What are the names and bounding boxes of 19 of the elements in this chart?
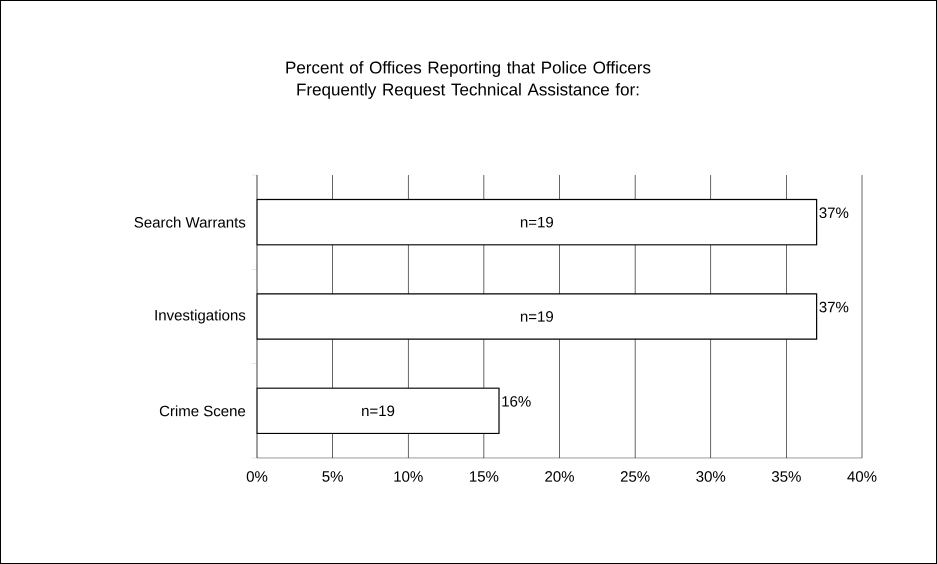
annotation: n=19 — [520, 311, 553, 322]
annotation: n=19 — [362, 406, 394, 416]
x-tick-label: 0% — [246, 471, 268, 482]
y-tick-label: Investigations — [155, 309, 246, 324]
y-tick-label: Crime Scene — [160, 405, 246, 416]
chart-title: Percent of Offices Reporting that Police Officers Frequently Request Technical Assistance for: — [286, 61, 650, 99]
y-tick-label: Search Warrants — [134, 216, 246, 228]
annotation: n=19 — [520, 216, 553, 228]
x-tick-label: 30% — [696, 471, 726, 482]
data-label: 37% — [819, 207, 848, 218]
x-tick-label: 10% — [394, 471, 423, 482]
x-tick-label: 40% — [847, 471, 876, 482]
x-tick-label: 20% — [545, 471, 574, 482]
x-tick-label: 25% — [620, 471, 650, 482]
x-tick-label: 5% — [322, 471, 343, 482]
data-label: 16% — [502, 396, 531, 407]
x-tick-label: 15% — [470, 471, 498, 482]
data-label: 37% — [819, 302, 848, 312]
x-tick-label: 35% — [772, 471, 801, 482]
